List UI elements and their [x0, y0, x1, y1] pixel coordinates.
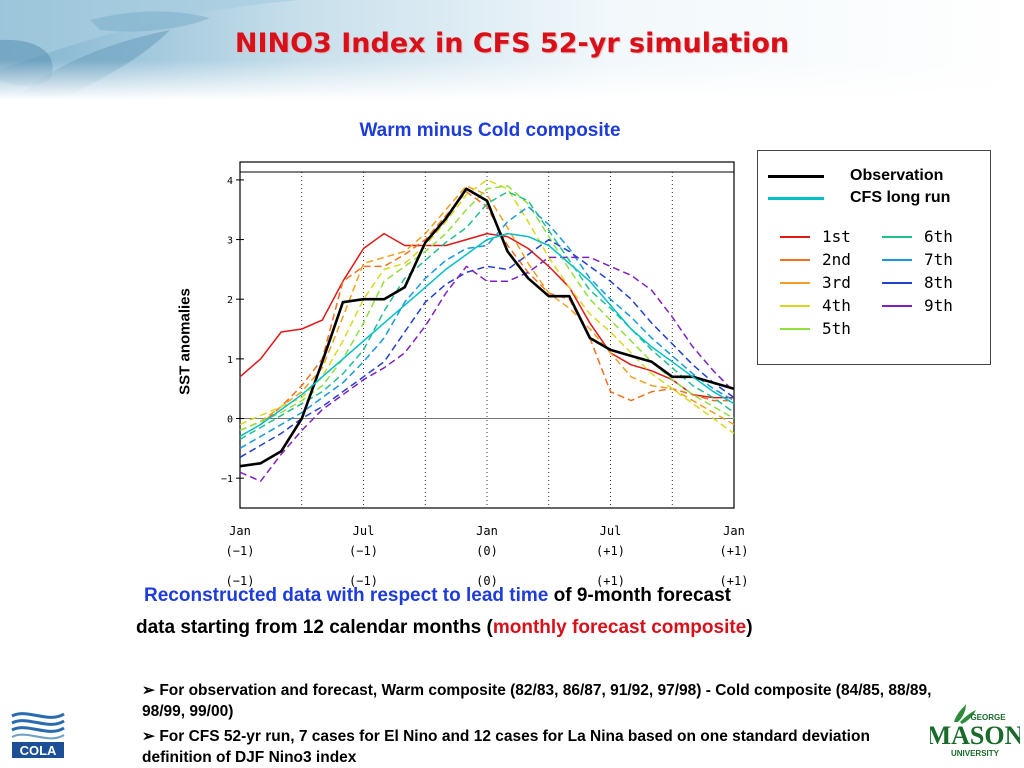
bullet-text: For observation and forecast, Warm compo…: [142, 682, 932, 720]
caption-text-end: ): [746, 617, 753, 638]
legend-item-run-1st: 1st: [780, 227, 851, 246]
bullet-arrow-icon: ➢: [142, 682, 155, 699]
y-tick-label: 3: [227, 236, 233, 247]
legend-item-run-4th: 4th: [780, 296, 851, 315]
legend-item-cfs: CFS long run: [768, 189, 950, 207]
legend-item-run-2nd: 2nd: [780, 250, 851, 269]
legend-label: 1st: [822, 227, 851, 246]
legend-item-run-6th: 6th: [882, 227, 953, 246]
legend-label: 2nd: [822, 250, 851, 269]
globe-header-graphic: [0, 0, 1024, 100]
x-tick-year: (+1): [720, 544, 749, 558]
series-line-4th: [239, 179, 735, 435]
series-line-7th: [239, 205, 735, 449]
plot-frame: [239, 161, 735, 509]
x-tick-year-repeat: (0): [476, 574, 498, 588]
legend-swatch: [882, 281, 912, 284]
x-tick-month: Jan: [476, 524, 498, 538]
x-tick-year-repeat: (−1): [349, 574, 378, 588]
legend-item-observation: Observation: [768, 167, 943, 185]
x-tick-year-repeat: (+1): [720, 574, 749, 588]
slide-title: NINO3 Index in CFS 52-yr simulation: [234, 28, 790, 59]
legend-item-run-8th: 8th: [882, 273, 953, 292]
legend-swatch: [882, 304, 912, 307]
x-tick-month: Jan: [723, 524, 745, 538]
y-tick-label: 0: [227, 415, 233, 426]
legend-swatch: [780, 327, 810, 330]
series-line-6th: [239, 191, 735, 441]
legend-swatch: [882, 235, 912, 238]
gmu-logo-top: GEORGE: [970, 713, 1006, 722]
bullet-text: For CFS 52-yr run, 7 cases for El Nino a…: [142, 728, 870, 766]
legend-item-run-3rd: 3rd: [780, 273, 851, 292]
x-tick-month: Jul: [600, 524, 622, 538]
legend-label: Observation: [850, 167, 944, 184]
legend-item-run-5th: 5th: [780, 319, 851, 338]
cola-logo-text: COLA: [20, 743, 57, 758]
x-tick-year: (−1): [349, 544, 378, 558]
y-tick-label: 2: [227, 295, 233, 306]
caption-highlight: Reconstructed data with respect to lead …: [144, 585, 549, 606]
chart-legend: Observation CFS long run 1st 2nd 3rd 4th 5th…: [757, 150, 991, 365]
gmu-logo: GEORGE MASON UNIVERSITY: [930, 704, 1020, 758]
legend-swatch: [882, 258, 912, 261]
caption-highlight-red: monthly forecast composite: [492, 617, 747, 638]
legend-swatch: [780, 304, 810, 307]
legend-label: 5th: [822, 319, 851, 338]
legend-item-run-9th: 9th: [882, 296, 953, 315]
caption-text: of 9-month forecast: [548, 585, 731, 606]
legend-swatch: [768, 196, 824, 200]
bullet-1: ➢ For observation and forecast, Warm com…: [142, 680, 932, 722]
gmu-logo-bottom: UNIVERSITY: [951, 749, 1000, 758]
legend-swatch: [780, 235, 810, 238]
legend-label: 8th: [924, 273, 953, 292]
legend-label: 7th: [924, 250, 953, 269]
legend-label: 4th: [822, 296, 851, 315]
series-line-1st: [239, 232, 734, 399]
legend-label: 3rd: [822, 273, 851, 292]
y-tick-label: 1: [227, 355, 233, 366]
series-line-5th: [239, 185, 735, 432]
series-line-cfs-long-run: [239, 232, 735, 438]
legend-label: 9th: [924, 296, 953, 315]
x-tick-year: (0): [476, 544, 498, 558]
series-line-9th: [239, 256, 735, 482]
legend-label: CFS long run: [850, 189, 951, 206]
series-line-8th: [239, 238, 735, 458]
caption-line-2: data starting from 12 calendar months (m…: [136, 617, 753, 639]
y-tick-label: −1: [221, 474, 233, 485]
chart-title: Warm minus Cold composite: [359, 120, 621, 141]
x-tick-year-repeat: (−1): [226, 574, 255, 588]
legend-swatch: [768, 174, 824, 178]
legend-label: 6th: [924, 227, 953, 246]
bullet-arrow-icon: ➢: [142, 728, 155, 745]
cola-logo: COLA: [11, 712, 65, 758]
y-tick-label: 4: [227, 176, 233, 187]
x-tick-year: (+1): [596, 544, 625, 558]
x-tick-year: (−1): [226, 544, 255, 558]
x-tick-year-repeat: (+1): [596, 574, 625, 588]
caption-text: data starting from 12 calendar months (: [136, 617, 493, 638]
series-line-3rd: [239, 185, 735, 432]
bullet-2: ➢ For CFS 52-yr run, 7 cases for El Nino…: [142, 726, 932, 768]
caption-line-1: Reconstructed data with respect to lead …: [144, 585, 731, 607]
x-tick-month: Jan: [229, 524, 251, 538]
gmu-logo-main: MASON: [930, 721, 1020, 750]
legend-swatch: [780, 258, 810, 261]
line-chart: −1 0 1 2 3 4 Jan (−1) (−1) Jul (−1) (−1) Jan (0) (0) Ju…: [221, 161, 749, 588]
legend-item-run-7th: 7th: [882, 250, 953, 269]
series-line-observation: [239, 187, 735, 468]
legend-swatch: [780, 281, 810, 284]
x-tick-month: Jul: [353, 524, 375, 538]
